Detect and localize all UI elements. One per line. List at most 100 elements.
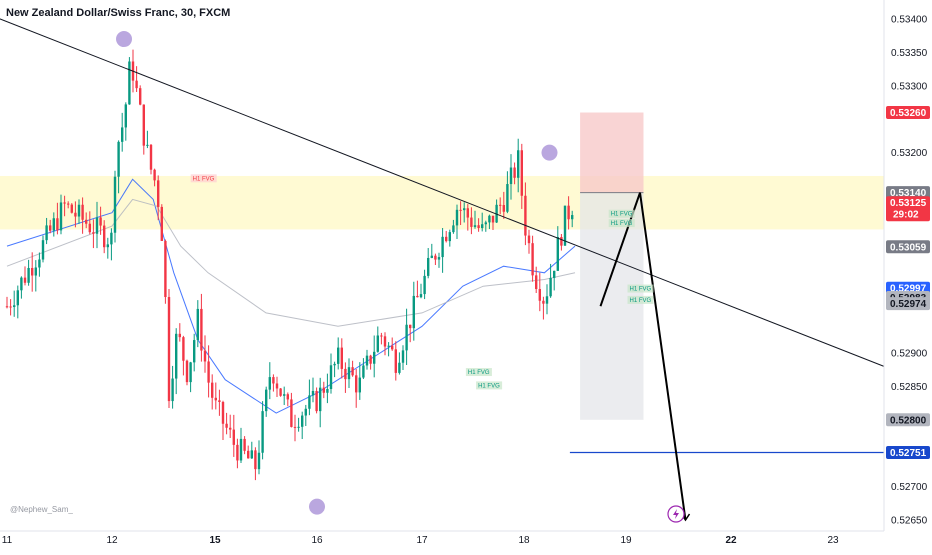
candle-body-up [419,294,423,298]
descending-trendline[interactable] [0,6,885,367]
price-badge-bg [886,240,930,254]
candle-body-down [232,429,235,445]
price-badge: 0.52800 [886,413,930,427]
candle-body-up [121,127,124,142]
candle-body-up [376,335,379,352]
candle-body-up [455,209,459,226]
fvg-label: H1 FVG [608,209,635,218]
alert-icon[interactable] [667,505,685,523]
candle-body-up [333,363,336,366]
candle-body-up [304,408,307,416]
candle-body-down [527,235,531,244]
candle-body-up [481,224,484,229]
candle-body-down [185,360,189,383]
candle-body-down [531,243,534,276]
fvg-label-text: H1 FVG [611,221,633,227]
stop-loss-zone[interactable] [580,112,644,193]
candle-body-up [329,365,333,390]
candle-body-down [243,438,246,451]
candle-body-up [257,452,261,470]
candle-body-down [542,300,545,304]
candle-body-down [535,275,538,290]
candle-body-up [196,308,199,341]
candle-body-up [427,257,430,276]
fvg-label-bg [476,381,503,390]
candle-body-up [387,345,390,347]
candle-body-up [110,232,113,245]
candle-body-up [412,295,415,329]
candle-body-up [430,255,433,258]
candle-body-down [538,289,541,301]
x-tick-label: 11 [2,535,13,546]
x-tick-label: 12 [106,535,118,546]
fvg-label-text: H1 FVG [478,383,500,389]
candles-layer [5,49,574,481]
candle-body-up [113,176,117,233]
candle-body-up [545,296,549,304]
candle-body-up [95,217,99,234]
candle-body-up [13,305,16,307]
candle-body-down [139,88,142,105]
x-tick-label: 19 [620,535,632,546]
candle-body-down [70,204,73,213]
candle-body-down [409,324,412,329]
candle-body-down [182,337,185,361]
candle-body-down [207,361,210,383]
x-tick-label: 23 [827,535,839,546]
labels-layer: H1 FVG H1 FVG H1 FVG H1 FVG H1 FVG H1 FVG H1 F… [116,31,654,515]
price-badge: 0.52974 [886,297,930,311]
price-badge-label: 0.53260 [890,108,927,119]
candle-body-up [488,215,491,223]
candle-body-down [214,397,217,401]
candle-body-down [203,350,207,362]
candle-body-up [423,275,426,295]
fvg-label: H1 FVG [627,284,654,293]
candle-body-down [221,401,225,424]
candle-body-up [358,377,361,393]
candle-body-down [160,206,163,241]
fvg-label: H1 FVG [627,295,654,304]
candle-body-up [117,141,120,177]
candle-body-up [319,387,322,412]
candle-body-down [135,80,138,89]
pivot-marker [116,31,133,48]
candle-body-down [434,255,437,260]
y-tick-label: 0.52850 [891,382,928,393]
candle-body-down [286,394,289,400]
candle-body-down [344,368,347,380]
candle-body-up [441,236,444,258]
chart-title: New Zealand Dollar/Swiss Franc, 30, FXCM [6,7,230,19]
projection-path[interactable] [599,192,687,521]
fvg-label-text: H1 FVG [468,370,490,376]
price-badge: 0.53260 [886,106,930,120]
candle-body-down [178,333,181,338]
candle-body-down [211,382,214,398]
candle-body-up [362,365,365,378]
candle-body-up [337,347,340,364]
fvg-label-text: H1 FVG [193,176,215,182]
candle-body-down [254,450,257,470]
fvg-label-bg [190,174,217,183]
candle-body-up [509,167,513,185]
candle-body-up [171,378,174,402]
zones-layer [0,112,884,420]
candle-body-down [470,217,473,227]
candle-body-up [437,257,441,260]
candle-body-up [27,267,30,283]
candle-body-down [56,218,59,231]
candle-body-up [301,415,304,427]
candle-body-up [268,377,271,390]
candle-body-up [448,232,451,242]
take-profit-zone[interactable] [580,192,644,420]
candle-body-up [473,225,477,227]
candle-body-up [128,61,131,105]
price-badge-bg [886,297,930,311]
candle-body-up [175,333,178,379]
watermark-text: @Nephew_Sam_ [10,505,73,514]
x-tick-label: 16 [311,535,323,546]
candle-body-up [517,150,520,178]
candle-body-up [59,202,63,231]
